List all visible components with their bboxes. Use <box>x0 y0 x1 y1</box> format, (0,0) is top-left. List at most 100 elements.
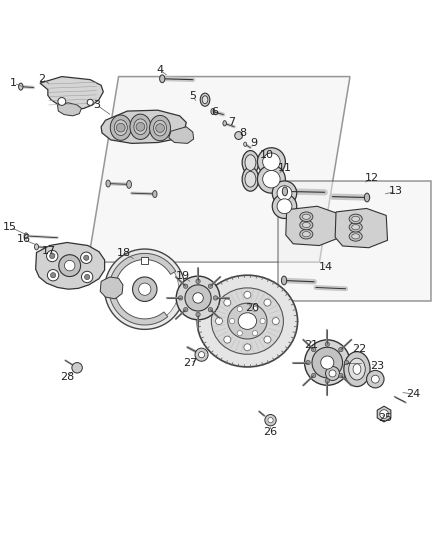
Circle shape <box>81 252 92 263</box>
Circle shape <box>272 181 297 205</box>
Polygon shape <box>335 208 388 248</box>
Ellipse shape <box>344 352 370 386</box>
Polygon shape <box>169 127 194 143</box>
Ellipse shape <box>352 216 360 222</box>
Circle shape <box>304 340 350 385</box>
Text: 15: 15 <box>4 222 17 232</box>
Text: 1: 1 <box>10 78 17 88</box>
Circle shape <box>244 292 251 298</box>
Ellipse shape <box>127 181 131 188</box>
Ellipse shape <box>352 224 360 230</box>
Circle shape <box>311 373 316 378</box>
Circle shape <box>263 153 280 171</box>
Ellipse shape <box>302 222 310 228</box>
Circle shape <box>258 165 286 193</box>
Circle shape <box>325 367 339 381</box>
Circle shape <box>196 279 200 284</box>
Circle shape <box>133 277 157 302</box>
Circle shape <box>50 272 56 278</box>
Circle shape <box>184 308 188 312</box>
Polygon shape <box>286 206 338 246</box>
Circle shape <box>224 336 231 343</box>
Circle shape <box>339 348 343 352</box>
Ellipse shape <box>130 114 151 140</box>
Text: 9: 9 <box>251 138 258 148</box>
Text: 4: 4 <box>156 65 164 75</box>
Circle shape <box>87 99 93 106</box>
Circle shape <box>371 375 379 383</box>
Text: 22: 22 <box>353 344 367 353</box>
Ellipse shape <box>223 120 226 126</box>
Text: 6: 6 <box>211 107 218 117</box>
Ellipse shape <box>245 171 256 187</box>
Circle shape <box>105 249 185 329</box>
Ellipse shape <box>228 303 267 339</box>
Ellipse shape <box>35 244 39 250</box>
Circle shape <box>198 352 205 358</box>
Circle shape <box>344 360 349 365</box>
Polygon shape <box>100 277 123 299</box>
Circle shape <box>311 348 316 352</box>
Text: 18: 18 <box>117 248 131 259</box>
Text: 23: 23 <box>370 361 384 371</box>
Text: 26: 26 <box>264 426 278 437</box>
Circle shape <box>184 284 188 288</box>
Ellipse shape <box>244 142 247 147</box>
Bar <box>141 257 148 264</box>
Circle shape <box>264 299 271 306</box>
Ellipse shape <box>302 214 310 220</box>
Circle shape <box>193 293 203 303</box>
Text: 11: 11 <box>278 163 292 173</box>
Circle shape <box>244 344 251 351</box>
Ellipse shape <box>152 190 157 198</box>
Circle shape <box>59 255 81 277</box>
Circle shape <box>58 98 66 106</box>
Circle shape <box>321 356 334 369</box>
Ellipse shape <box>283 187 288 196</box>
Circle shape <box>260 318 265 324</box>
Circle shape <box>46 251 58 262</box>
Circle shape <box>230 318 235 324</box>
Circle shape <box>235 132 243 140</box>
Circle shape <box>325 342 329 346</box>
Text: 14: 14 <box>319 262 333 272</box>
Ellipse shape <box>211 108 215 115</box>
Circle shape <box>111 255 179 323</box>
Circle shape <box>208 284 212 288</box>
Circle shape <box>237 330 242 336</box>
Text: 25: 25 <box>378 414 392 423</box>
Ellipse shape <box>349 231 362 241</box>
Polygon shape <box>278 181 431 302</box>
Circle shape <box>252 330 258 336</box>
Ellipse shape <box>364 193 370 202</box>
Circle shape <box>325 379 329 383</box>
Ellipse shape <box>300 220 313 230</box>
Circle shape <box>47 270 59 281</box>
Circle shape <box>176 276 220 320</box>
Ellipse shape <box>353 364 361 374</box>
Ellipse shape <box>197 275 297 367</box>
Circle shape <box>258 148 286 176</box>
Ellipse shape <box>349 214 362 224</box>
Polygon shape <box>88 77 350 262</box>
Polygon shape <box>57 103 81 116</box>
Text: 28: 28 <box>60 372 74 382</box>
Circle shape <box>155 124 164 133</box>
Ellipse shape <box>18 83 23 90</box>
Ellipse shape <box>202 96 208 103</box>
Ellipse shape <box>200 93 210 106</box>
Text: 17: 17 <box>42 246 56 256</box>
Text: 16: 16 <box>16 235 30 245</box>
Ellipse shape <box>114 120 127 135</box>
Circle shape <box>224 299 231 306</box>
Ellipse shape <box>150 116 170 141</box>
Text: 19: 19 <box>176 271 190 281</box>
Ellipse shape <box>300 212 313 222</box>
Ellipse shape <box>245 155 256 171</box>
Ellipse shape <box>302 231 310 237</box>
Text: 27: 27 <box>184 358 198 368</box>
Circle shape <box>252 306 258 312</box>
Circle shape <box>277 185 292 200</box>
Polygon shape <box>35 243 105 289</box>
Text: 12: 12 <box>365 173 379 183</box>
